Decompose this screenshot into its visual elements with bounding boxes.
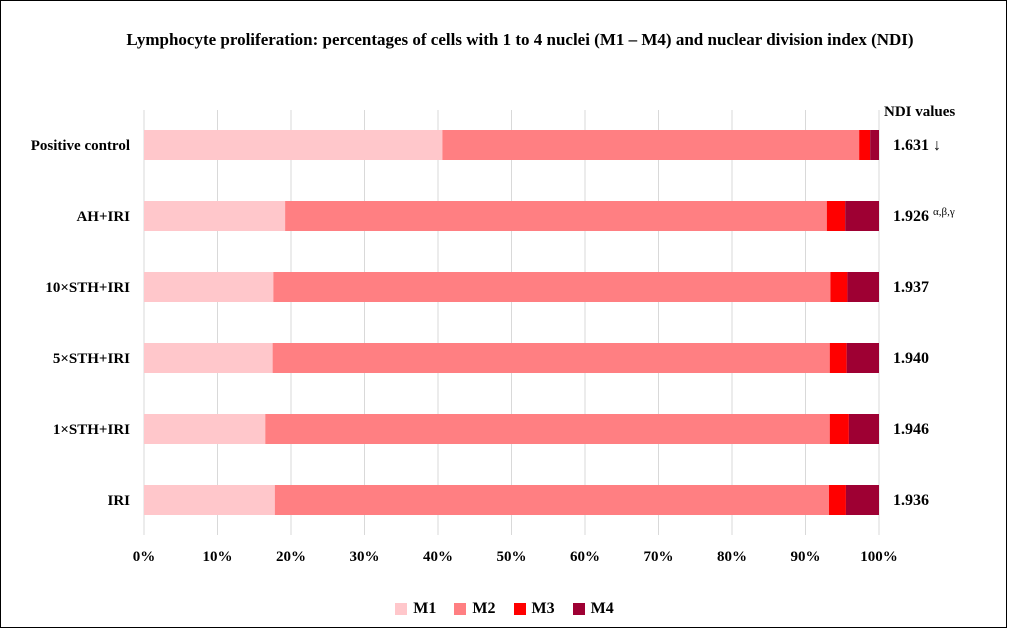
bar-m3 <box>829 414 849 444</box>
bar-m4 <box>847 272 879 302</box>
ndi-value: 1.631 <box>893 137 929 154</box>
legend-item-m4: M4 <box>572 600 614 618</box>
bar-m1 <box>144 485 275 515</box>
legend-label: M2 <box>472 600 496 617</box>
chart-title: Lymphocyte proliferation: percentages of… <box>126 30 914 49</box>
bar-m3 <box>826 201 846 231</box>
bar-m2 <box>274 485 830 515</box>
category-label: Positive control <box>31 138 130 154</box>
bar-m2 <box>273 272 831 302</box>
bar-m4 <box>845 485 879 515</box>
legend-swatch <box>454 603 467 615</box>
legend-label: M1 <box>413 600 437 617</box>
bar-m1 <box>144 272 274 302</box>
legend-swatch <box>513 603 526 615</box>
x-tick-label: 30% <box>350 549 380 565</box>
bar-m4 <box>848 414 879 444</box>
x-tick-label: 90% <box>791 549 821 565</box>
ndi-arrow-marker: ↓ <box>933 137 941 154</box>
legend-label: M4 <box>590 600 614 617</box>
category-label: 5×STH+IRI <box>53 351 130 367</box>
legend-label: M3 <box>531 600 555 617</box>
x-tick-label: 100% <box>860 549 898 565</box>
bar-m4 <box>845 201 879 231</box>
bar-m4 <box>870 130 879 160</box>
x-tick-label: 60% <box>570 549 600 565</box>
category-label: 10×STH+IRI <box>45 280 130 296</box>
category-label: AH+IRI <box>76 209 130 225</box>
legend-item-m3: M3 <box>513 600 555 618</box>
legend-swatch <box>572 603 585 615</box>
x-tick-label: 50% <box>497 549 527 565</box>
bar-m1 <box>144 130 443 160</box>
bar-m3 <box>829 343 847 373</box>
ndi-value: 1.937 <box>893 279 929 296</box>
legend-item-m1: M1 <box>395 600 436 618</box>
bar-m2 <box>272 343 830 373</box>
x-tick-label: 20% <box>276 549 306 565</box>
x-tick-label: 40% <box>423 549 453 565</box>
bar-m3 <box>829 485 846 515</box>
category-label: IRI <box>107 493 130 509</box>
ndi-value: 1.940 <box>893 350 929 367</box>
legend-item-m2: M2 <box>454 600 496 618</box>
ndi-value: 1.926 <box>893 208 929 225</box>
ndi-value: 1.946 <box>893 421 929 438</box>
ndi-value: 1.936 <box>893 492 929 509</box>
chart-plot: 0% 10% 20% 30% 40% 50% 60% 70% 80% 90% 100% Positiv… <box>31 110 955 565</box>
x-tick-label: 80% <box>717 549 747 565</box>
x-tick-label: 0% <box>133 549 156 565</box>
bar-m3 <box>859 130 871 160</box>
bar-m1 <box>144 343 273 373</box>
x-tick-label: 70% <box>644 549 674 565</box>
legend: M1 M2 M3 M4 <box>0 600 1009 618</box>
bar-m1 <box>144 414 266 444</box>
category-label: 1×STH+IRI <box>53 422 130 438</box>
bar-m1 <box>144 201 286 231</box>
bar-m3 <box>830 272 848 302</box>
x-tick-label: 10% <box>203 549 233 565</box>
ndi-superscript-marker: α,β,γ <box>933 206 955 218</box>
bar-m2 <box>265 414 830 444</box>
bar-m2 <box>442 130 860 160</box>
bar-m2 <box>285 201 827 231</box>
ndi-header: NDI values <box>884 104 956 120</box>
bar-m4 <box>846 343 879 373</box>
legend-swatch <box>395 603 408 615</box>
